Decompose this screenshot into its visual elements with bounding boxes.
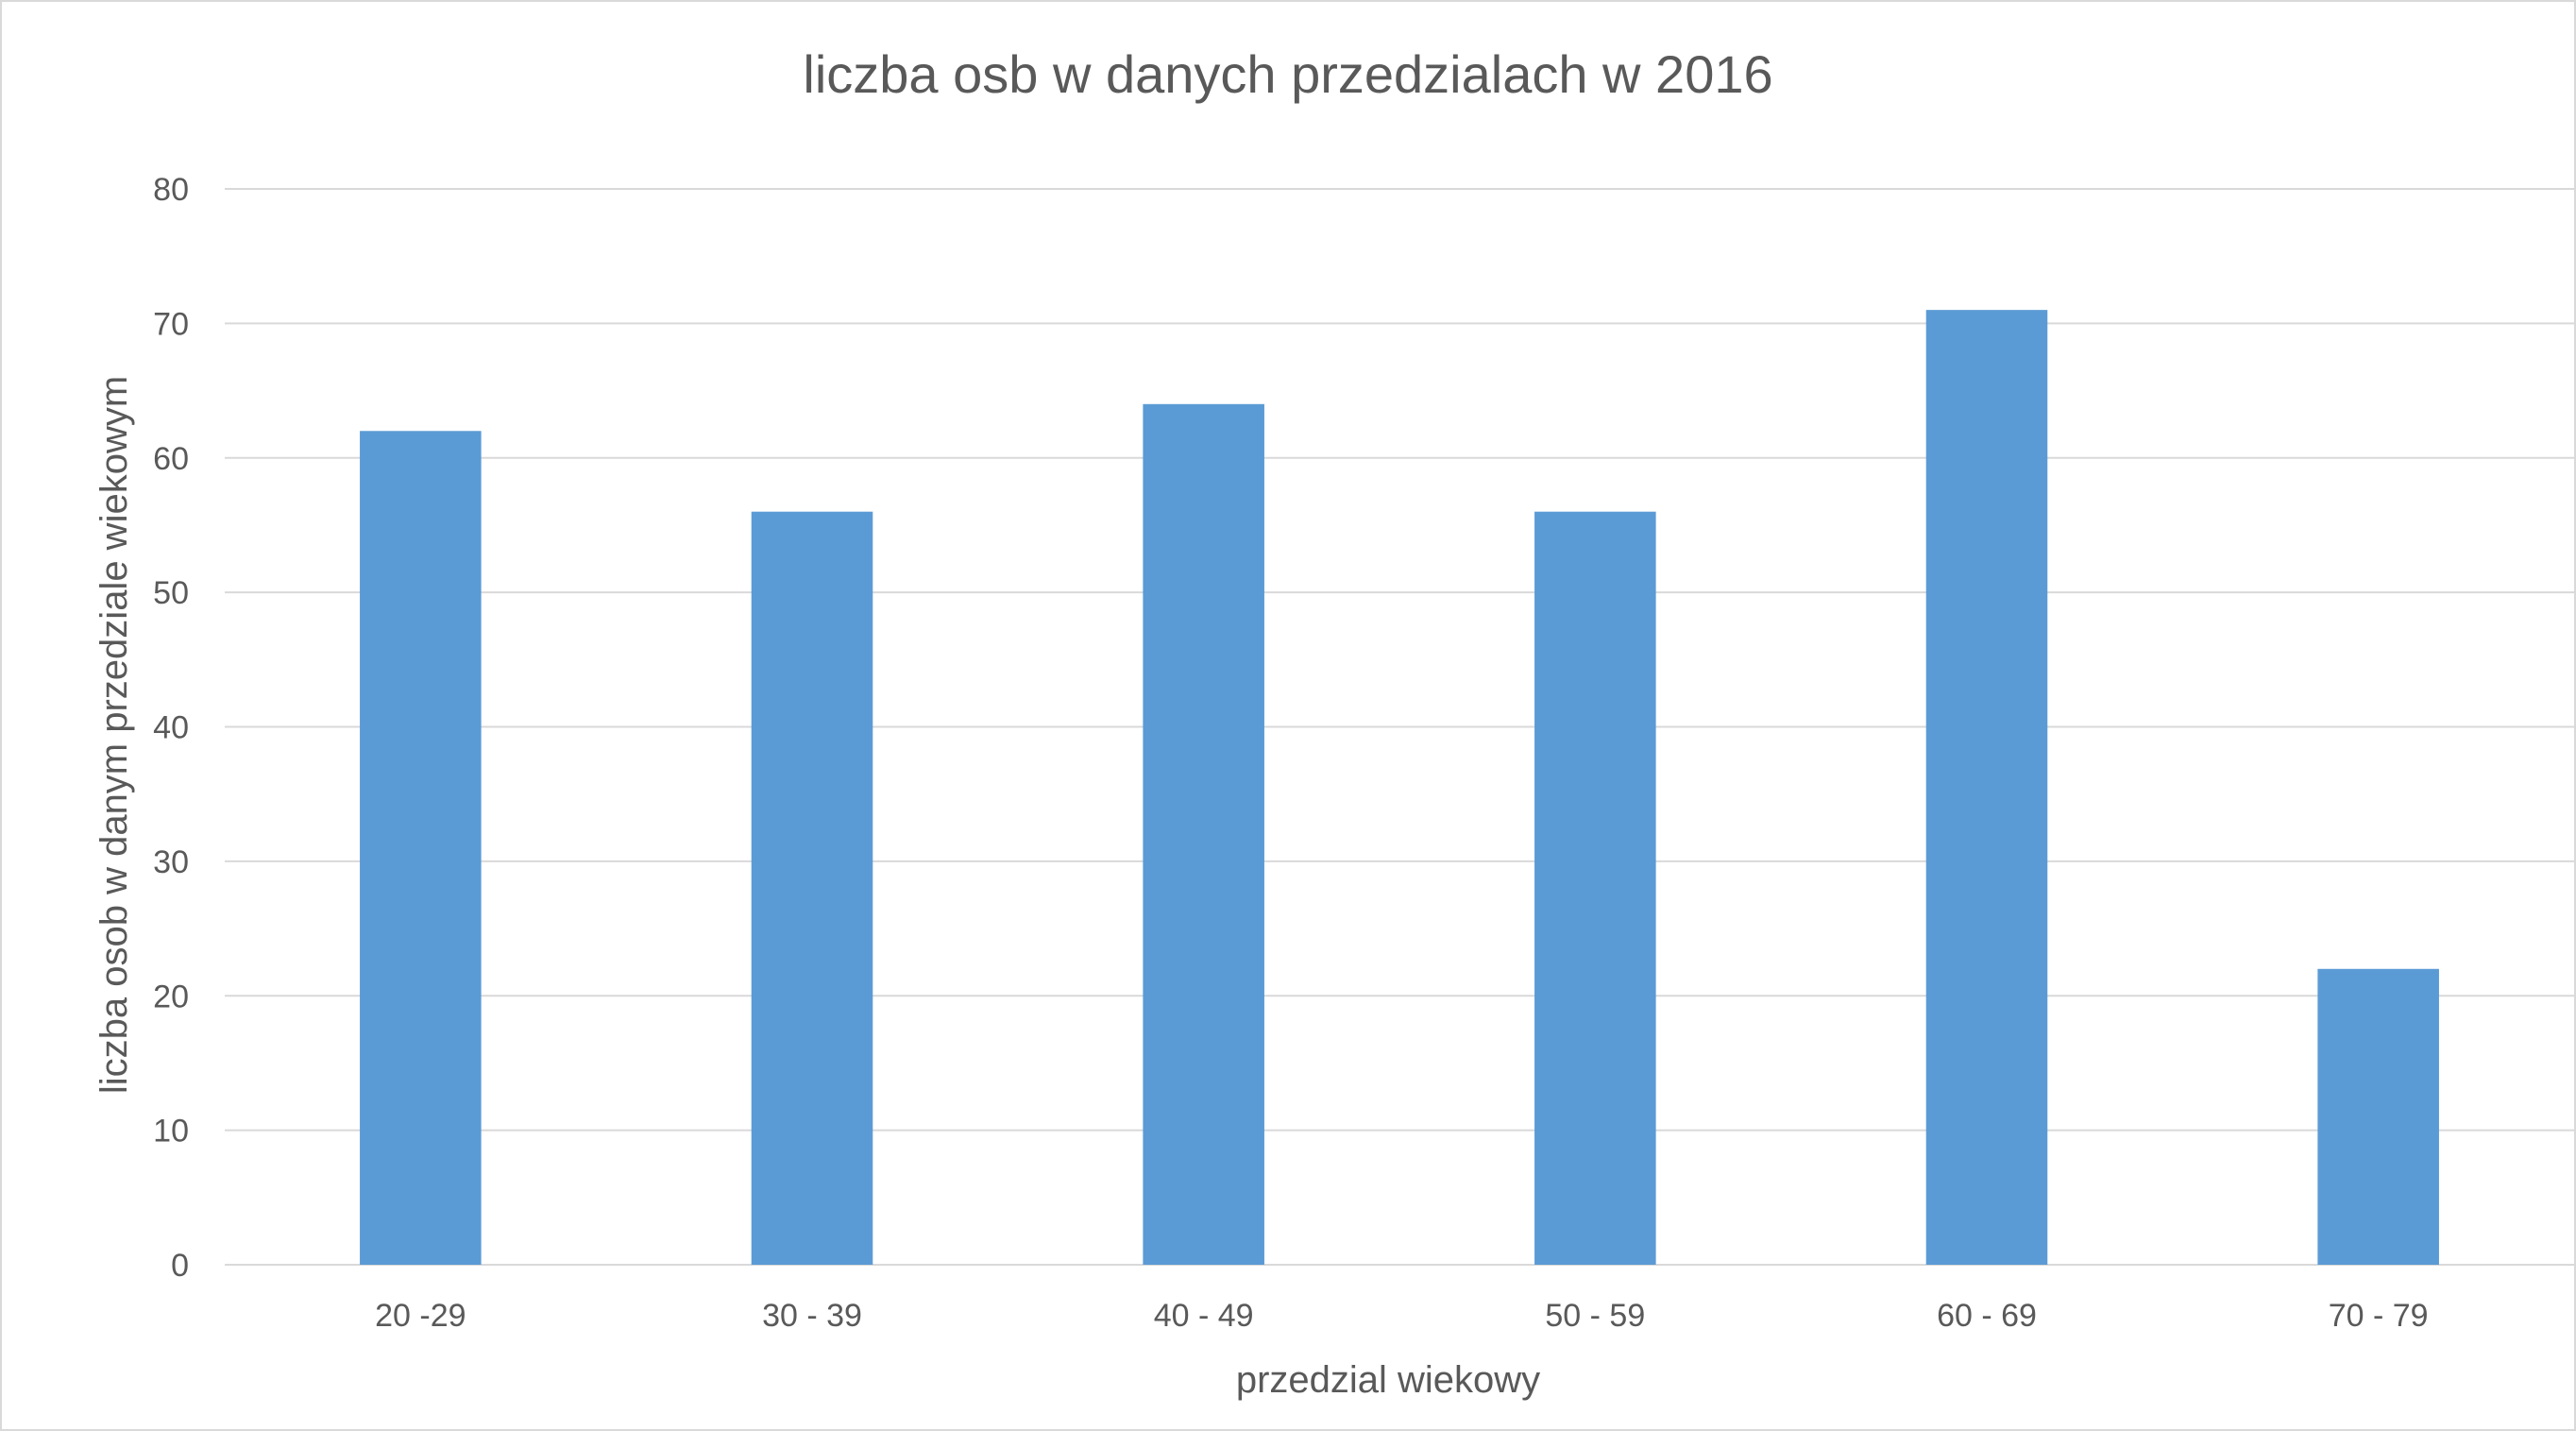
- chart-title: liczba osb w danych przedzialach w 2016: [803, 44, 1772, 104]
- x-tick-label: 70 - 79: [2329, 1298, 2429, 1334]
- bar-1: [751, 511, 873, 1265]
- x-tick-label: 20 -29: [375, 1298, 466, 1334]
- bar-2: [1143, 403, 1264, 1265]
- bar-4: [1925, 310, 2048, 1265]
- y-tick-label: 10: [153, 1114, 189, 1150]
- bar-5: [2317, 968, 2439, 1265]
- y-tick-label: 30: [153, 844, 189, 880]
- x-tick-label: 40 - 49: [1154, 1298, 1254, 1334]
- y-tick-label: 50: [153, 575, 189, 611]
- x-tick-label: 30 - 39: [762, 1298, 862, 1334]
- y-tick-label: 70: [153, 306, 189, 342]
- bars: [360, 310, 2439, 1265]
- x-tick-label: 60 - 69: [1937, 1298, 2037, 1334]
- y-tick-label: 80: [153, 172, 189, 208]
- y-tick-label: 40: [153, 710, 189, 746]
- x-tick-label: 50 - 59: [1545, 1298, 1645, 1334]
- y-axis-ticks: 0 10 20 30 40 50 60 70 80: [153, 172, 189, 1284]
- bar-3: [1534, 511, 1656, 1265]
- gridlines: [225, 188, 2574, 1266]
- y-tick-label: 0: [171, 1248, 189, 1284]
- y-tick-label: 60: [153, 441, 189, 477]
- bar-0: [360, 431, 482, 1265]
- y-tick-label: 20: [153, 979, 189, 1014]
- x-axis-ticks: 20 -29 30 - 39 40 - 49 50 - 59 60 - 69 70 - 7…: [375, 1298, 2428, 1334]
- y-axis-title: liczba osob w danym przedziale wiekowym: [93, 376, 135, 1094]
- x-axis-title: przedzial wiekowy: [1236, 1359, 1540, 1401]
